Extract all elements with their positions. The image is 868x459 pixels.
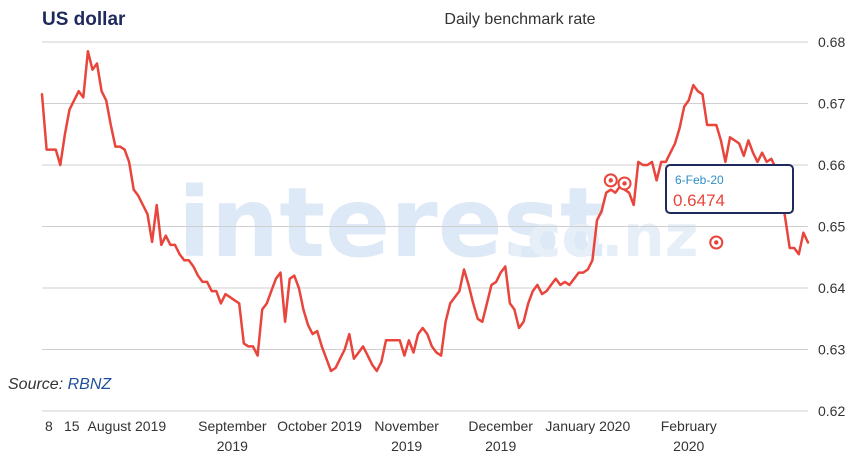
data-marker[interactable] bbox=[617, 176, 632, 191]
x-tick-label: 15 bbox=[64, 418, 80, 434]
x-tick-label-line2: 2019 bbox=[217, 438, 248, 454]
series-group bbox=[40, 49, 810, 373]
x-tick-label: 8 bbox=[45, 418, 53, 434]
x-tick-label-line2: 2019 bbox=[391, 438, 422, 454]
y-tick-label: 0.66 bbox=[818, 157, 845, 173]
marker-dot bbox=[714, 240, 719, 245]
x-tick-label: October 2019 bbox=[277, 418, 362, 434]
y-tick-label: 0.62 bbox=[818, 403, 845, 419]
x-tick-label: August 2019 bbox=[88, 418, 167, 434]
x-tick-label: November bbox=[374, 418, 439, 434]
source-name: RBNZ bbox=[68, 376, 113, 393]
x-tick-label: September bbox=[198, 418, 267, 434]
source-prefix: Source: bbox=[8, 376, 68, 393]
y-tick-label: 0.65 bbox=[818, 219, 845, 235]
watermark-main: interest bbox=[178, 167, 606, 279]
y-tick-label: 0.67 bbox=[818, 96, 845, 112]
x-tick-label-line2: 2020 bbox=[673, 438, 704, 454]
y-tick-label: 0.63 bbox=[818, 342, 845, 358]
x-axis-ticks: 8 15 August 2019 September 2019 October 2019 N… bbox=[45, 418, 717, 454]
x-tick-label: January 2020 bbox=[545, 418, 630, 434]
tooltip-date: 6-Feb-20 bbox=[675, 173, 724, 187]
gridlines bbox=[42, 41, 808, 412]
y-axis-ticks: 0.68 0.67 0.66 0.65 0.64 0.63 0.62 bbox=[818, 34, 845, 419]
chart-title: US dollar bbox=[42, 9, 126, 30]
watermark: interest .co.nz bbox=[178, 167, 698, 279]
data-marker[interactable] bbox=[709, 235, 724, 250]
markers-group bbox=[603, 173, 724, 250]
tooltip-box bbox=[665, 164, 794, 214]
tooltip-value: 0.6474 bbox=[673, 191, 725, 210]
y-tick-label: 0.68 bbox=[818, 34, 845, 50]
series-line bbox=[40, 49, 810, 373]
marker-dot bbox=[622, 181, 627, 186]
x-tick-label: February bbox=[661, 418, 717, 434]
x-tick-label: December bbox=[468, 418, 533, 434]
marker-dot bbox=[608, 178, 613, 183]
chart-subtitle: Daily benchmark rate bbox=[444, 11, 595, 28]
tooltip: 6-Feb-20 0.6474 bbox=[665, 164, 794, 214]
y-tick-label: 0.64 bbox=[818, 280, 845, 296]
x-tick-label-line2: 2019 bbox=[485, 438, 516, 454]
data-marker[interactable] bbox=[603, 173, 618, 188]
source-note: Source: RBNZ bbox=[8, 376, 112, 393]
